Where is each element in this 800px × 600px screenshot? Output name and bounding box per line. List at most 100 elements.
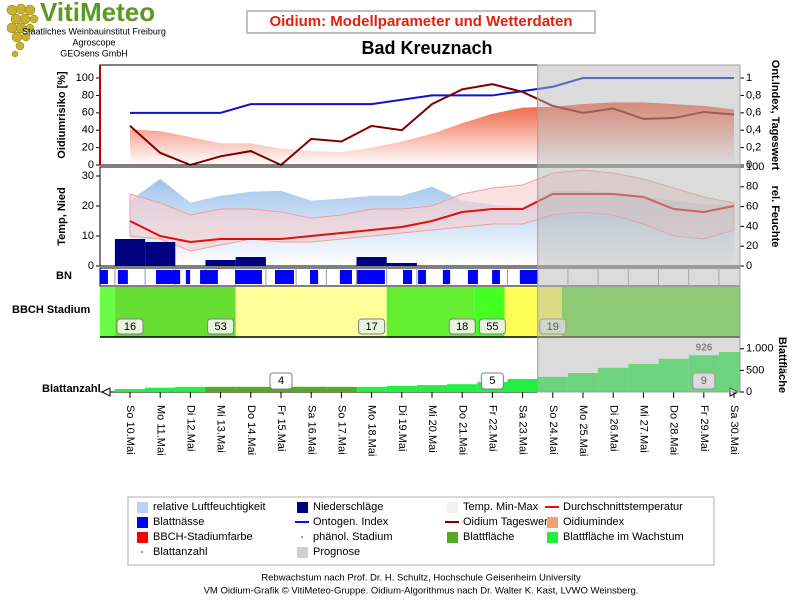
legend-box xyxy=(127,496,715,566)
legend-label: Blattfläche xyxy=(463,531,514,543)
leaf-area-bar xyxy=(386,385,417,392)
leaf-wetness xyxy=(403,270,413,284)
leaf-wetness xyxy=(274,270,294,284)
x-tick-label: So 17.Mai xyxy=(335,405,347,455)
y-axis-label: Temp, Nied xyxy=(56,187,68,245)
leaf-area-bar xyxy=(145,387,176,392)
legend-swatch xyxy=(297,502,308,513)
leaf-wetness xyxy=(339,270,352,284)
y-tick-label: 30 xyxy=(82,170,94,182)
y2-tick-label: 80 xyxy=(746,181,758,193)
y2-tick-label: 0,8 xyxy=(746,89,761,101)
legend-swatch xyxy=(447,502,458,513)
legend-label: Blattfläche im Wachstum xyxy=(563,531,684,543)
leaf-count-box xyxy=(269,372,293,390)
x-tick-label: Fr 22.Mai xyxy=(486,405,498,451)
stage-label: 18 xyxy=(456,321,468,333)
stage-box xyxy=(358,318,386,335)
y2-axis-label: rel. Feuchte xyxy=(769,186,781,248)
bar xyxy=(205,260,236,266)
leaf-area-bar xyxy=(205,386,236,392)
leaf-area-bar xyxy=(507,379,538,392)
legend-label: Prognose xyxy=(313,546,360,558)
y2-tick-label: 0,4 xyxy=(746,124,761,136)
legend-swatch xyxy=(547,532,558,543)
legend-swatch xyxy=(137,517,148,528)
x-tick-label: Sa 16.Mai xyxy=(305,405,317,455)
x-tick-label: Mo 25.Mai xyxy=(577,405,589,456)
leaf-wetness xyxy=(467,270,478,284)
legend-swatch xyxy=(301,536,303,538)
leaf-area-bar xyxy=(114,388,146,392)
legend-label: Blattnässe xyxy=(153,516,204,528)
y-tick-label: 60 xyxy=(82,107,94,119)
leaf-count-label: 5 xyxy=(489,375,495,387)
footer: VM Oidium-Grafik © VitiMeteo-Gruppe. Oid… xyxy=(204,586,639,597)
y2-tick-label: 20 xyxy=(746,240,758,252)
bar xyxy=(356,257,387,266)
legend-label: Blattanzahl xyxy=(153,546,207,558)
y-tick-label: 20 xyxy=(82,200,94,212)
x-tick-label: Di 26.Mai xyxy=(607,405,619,451)
leaf-wetness xyxy=(492,270,500,284)
x-tick-label: Do 21.Mai xyxy=(456,405,468,455)
stage-label: 55 xyxy=(486,321,498,333)
y2-tick-label: 0 xyxy=(746,159,752,171)
legend-label: BBCH-Stadiumfarbe xyxy=(153,531,253,543)
y-tick-label: 0 xyxy=(88,260,94,272)
leaf-wetness xyxy=(155,270,181,284)
x-tick-label: Sa 30.Mai xyxy=(728,405,740,455)
leaf-count-box xyxy=(480,372,504,390)
bar xyxy=(386,263,417,266)
stage-box xyxy=(207,318,235,335)
stage-label: 17 xyxy=(365,321,377,333)
leaf-area-bar xyxy=(235,386,266,392)
x-tick-label: Fr 29.Mai xyxy=(698,405,710,451)
panel-label: Blattanzahl xyxy=(42,383,101,395)
y2-tick-label: 0,6 xyxy=(746,107,761,119)
x-tick-label: Di 19.Mai xyxy=(396,405,408,451)
title-box xyxy=(246,10,596,34)
stage-label: 53 xyxy=(214,321,226,333)
logo-grapes xyxy=(6,3,39,58)
leaf-area-bar xyxy=(326,386,357,392)
legend-swatch xyxy=(141,551,143,553)
legend-swatch xyxy=(297,547,308,558)
legend-swatch xyxy=(137,502,148,513)
stage-box xyxy=(448,318,476,335)
chart-subtitle: Bad Kreuznach xyxy=(361,38,492,58)
stage-segment xyxy=(100,287,115,337)
y-tick-label: 100 xyxy=(76,72,94,84)
chart-title: Oidium: Modellparameter und Wetterdaten xyxy=(269,13,572,30)
stage-box xyxy=(116,318,144,335)
legend-label: Ontogen. Index xyxy=(313,516,389,528)
y-tick-label: 20 xyxy=(82,142,94,154)
y2-tick-label: 1.000 xyxy=(746,343,774,355)
leaf-wetness xyxy=(442,270,451,284)
prognose-overlay xyxy=(537,64,741,393)
legend-swatch xyxy=(547,517,558,528)
stage-box xyxy=(478,318,506,335)
legend-label: phänol. Stadium xyxy=(313,531,393,543)
y-tick-label: 80 xyxy=(82,89,94,101)
y2-tick-label: 0 xyxy=(746,260,752,272)
x-tick-label: Mi 20.Mai xyxy=(426,405,438,453)
leaf-wetness xyxy=(357,270,385,284)
legend-swatch xyxy=(137,532,148,543)
y2-tick-label: 60 xyxy=(746,201,758,213)
leaf-area-bar xyxy=(416,385,448,392)
y-tick-label: 10 xyxy=(82,230,94,242)
x-tick-label: Fr 15.Mai xyxy=(275,405,287,451)
legend-label: Temp. Min-Max xyxy=(463,501,539,513)
y2-tick-label: 40 xyxy=(746,220,758,232)
y2-tick-label: 500 xyxy=(746,364,764,376)
leaf-wetness xyxy=(117,270,128,284)
stage-label: 16 xyxy=(124,321,136,333)
x-tick-label: Do 28.Mai xyxy=(668,405,680,455)
legend-label: Niederschläge xyxy=(313,501,383,513)
leaf-area-bar xyxy=(447,384,478,392)
org-line: Staatliches Weinbauinstitut Freiburg xyxy=(22,26,166,36)
panel-label: BBCH Stadium xyxy=(12,304,90,316)
legend-label: Oidium Tageswert xyxy=(463,516,551,528)
x-tick-label: Do 14.Mai xyxy=(245,405,257,455)
